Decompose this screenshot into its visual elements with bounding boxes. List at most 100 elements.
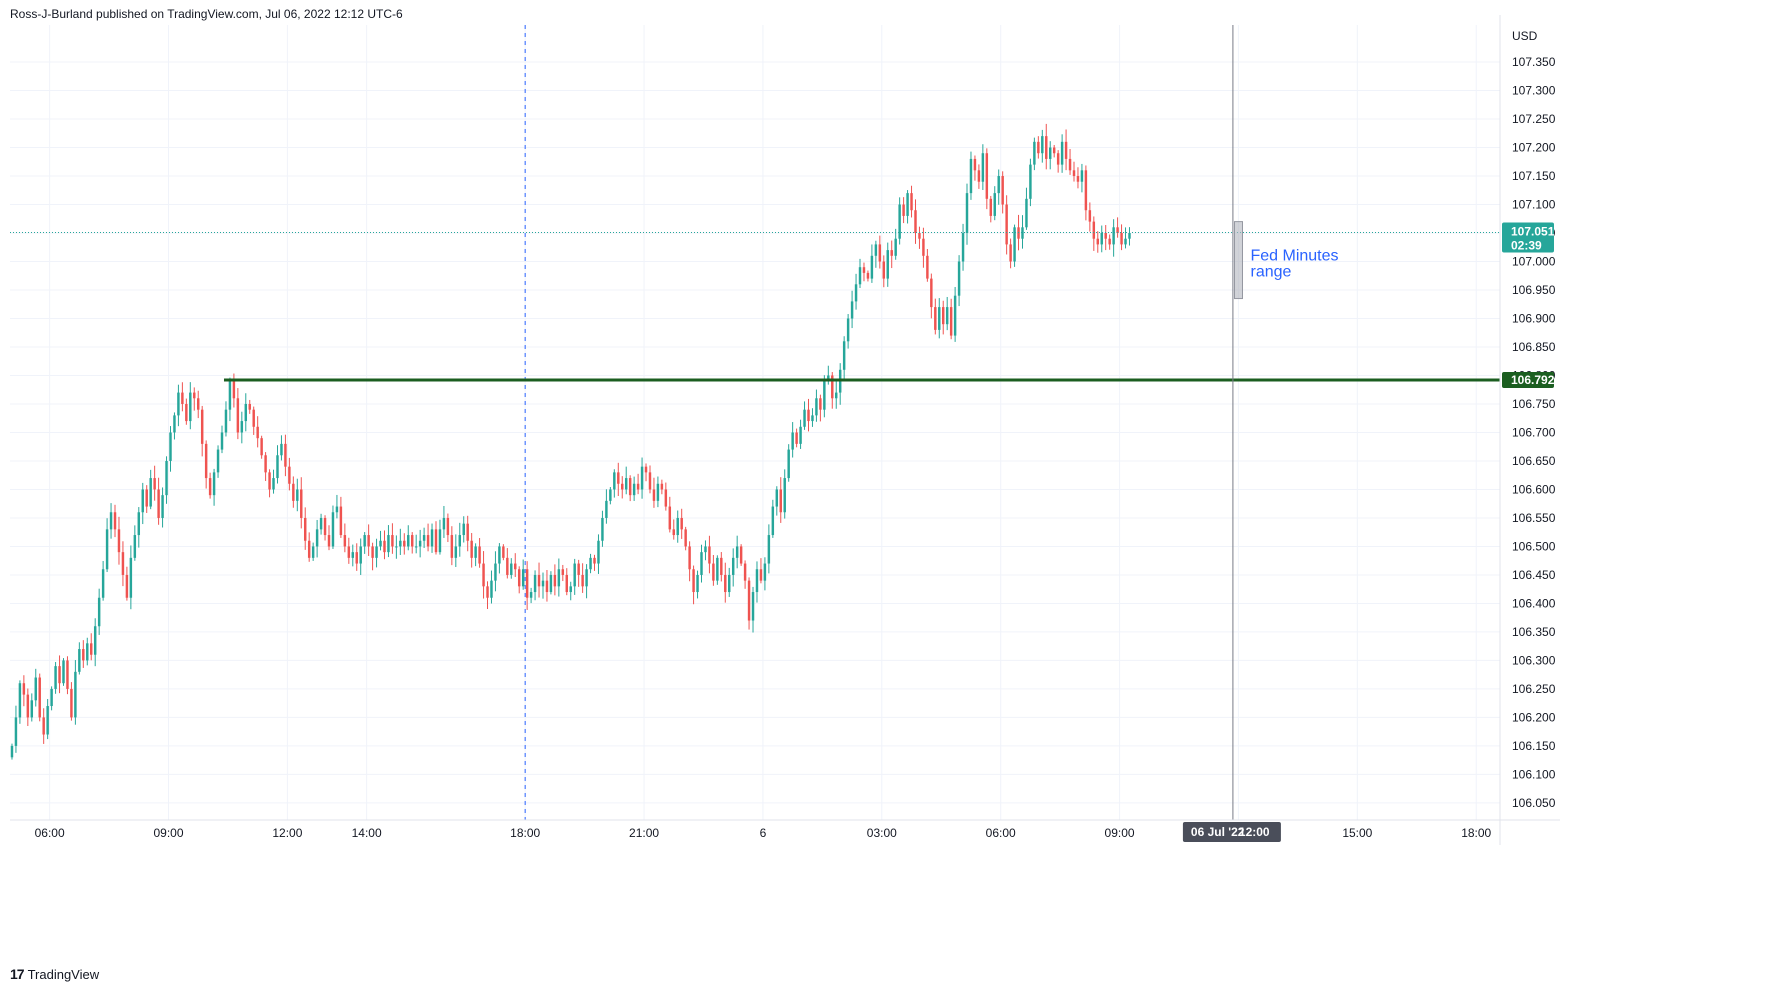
candle-body (438, 529, 442, 553)
candle-body (141, 489, 144, 513)
candle-body (244, 403, 248, 422)
candle-body (894, 238, 897, 256)
y-tick-label: 106.200 (1512, 710, 1556, 724)
candle-body (264, 455, 267, 473)
candle-body (930, 278, 933, 308)
currency-label: USD (1512, 29, 1538, 43)
candle-body (965, 193, 969, 234)
candle-body (926, 255, 929, 279)
candle-body (86, 643, 89, 661)
y-tick-label: 106.750 (1512, 397, 1556, 411)
candle-body (850, 301, 854, 319)
candle-body (169, 432, 172, 461)
candle-body (672, 529, 675, 536)
candle-body (137, 512, 141, 536)
candle-body (716, 557, 719, 581)
candle-body (355, 552, 358, 564)
candle-body (240, 421, 244, 433)
candle-body (34, 677, 37, 701)
tradingview-logo[interactable]: 17 TradingView (10, 966, 99, 982)
candle-body (474, 546, 477, 558)
candle-body (22, 683, 26, 695)
candle-body (613, 472, 616, 490)
tradingview-brand-text: TradingView (27, 966, 100, 982)
candle-body (224, 409, 228, 433)
candle-body (621, 483, 624, 490)
candle-body (514, 563, 517, 570)
countdown-text: 02:39 (1511, 238, 1542, 252)
candle-body (450, 535, 454, 558)
candle-body (204, 443, 208, 479)
candle-body (997, 176, 1000, 194)
y-tick-label: 106.500 (1512, 539, 1556, 553)
candle-body (395, 546, 398, 548)
y-tick-label: 106.300 (1512, 653, 1556, 667)
candle-body (827, 375, 830, 382)
candle-body (969, 158, 973, 194)
candle-body (1076, 176, 1080, 182)
y-axis[interactable]: 106.050 106.100 106.150 106.200 106.250 106.3… (1512, 55, 1556, 810)
candle-body (1013, 227, 1016, 262)
candle-body (236, 398, 240, 433)
candle-body (284, 443, 287, 467)
candles (10, 123, 1131, 760)
y-tick-label: 107.000 (1512, 255, 1556, 269)
x-tick-label: 12:00 (272, 826, 302, 840)
candle-body (117, 529, 121, 553)
candle-body (109, 512, 113, 530)
candle-body (862, 267, 866, 273)
x-tick-label: 18:00 (510, 826, 540, 840)
candle-body (153, 478, 156, 490)
candle-body (700, 552, 703, 575)
annotation-line-2: range (1250, 264, 1291, 281)
candle-body (46, 706, 49, 735)
candle-body (938, 307, 941, 330)
candle-body (922, 238, 925, 256)
candle-body (272, 478, 275, 490)
candle-body (343, 535, 347, 547)
candle-body (747, 580, 751, 621)
candle-body (648, 472, 652, 490)
candle-body (510, 563, 513, 575)
candle-body (18, 683, 22, 718)
y-tick-label: 107.300 (1512, 84, 1556, 98)
candle-body (197, 398, 200, 410)
candle-body (470, 540, 473, 558)
candle-body (133, 535, 137, 558)
candle-body (799, 426, 802, 444)
candle-body (78, 649, 81, 672)
candle-body (375, 546, 378, 558)
candle-body (458, 535, 462, 547)
candle-body (846, 318, 850, 342)
candle-body (529, 592, 533, 598)
candle-body (874, 244, 878, 256)
candle-body (446, 517, 450, 536)
candle-body (573, 563, 576, 587)
fed-minutes-range-box[interactable] (1233, 221, 1243, 300)
y-tick-label: 106.050 (1512, 796, 1556, 810)
candle-body (248, 403, 251, 410)
candle-body (58, 666, 61, 684)
candle-body (664, 489, 668, 507)
candle-body (759, 569, 763, 581)
candle-body (292, 483, 295, 501)
candle-body (688, 546, 691, 570)
candle-body (26, 694, 30, 718)
candle-body (113, 512, 117, 530)
candle-body (585, 569, 588, 587)
candle-body (38, 677, 41, 718)
candle-body (720, 557, 723, 575)
candle-body (739, 546, 743, 564)
candle-body (422, 535, 426, 541)
candle-body (193, 392, 196, 399)
candle-body (200, 409, 204, 444)
candle-body (545, 580, 549, 593)
candle-body (652, 489, 656, 501)
cursor-time-text: 12:00 (1239, 825, 1270, 839)
y-tick-label: 106.550 (1512, 511, 1556, 525)
candle-body (902, 204, 905, 216)
y-tick-label: 106.600 (1512, 482, 1556, 496)
last-price-tag: 107.051 02:39 (1502, 222, 1555, 253)
candle-body (577, 563, 580, 575)
